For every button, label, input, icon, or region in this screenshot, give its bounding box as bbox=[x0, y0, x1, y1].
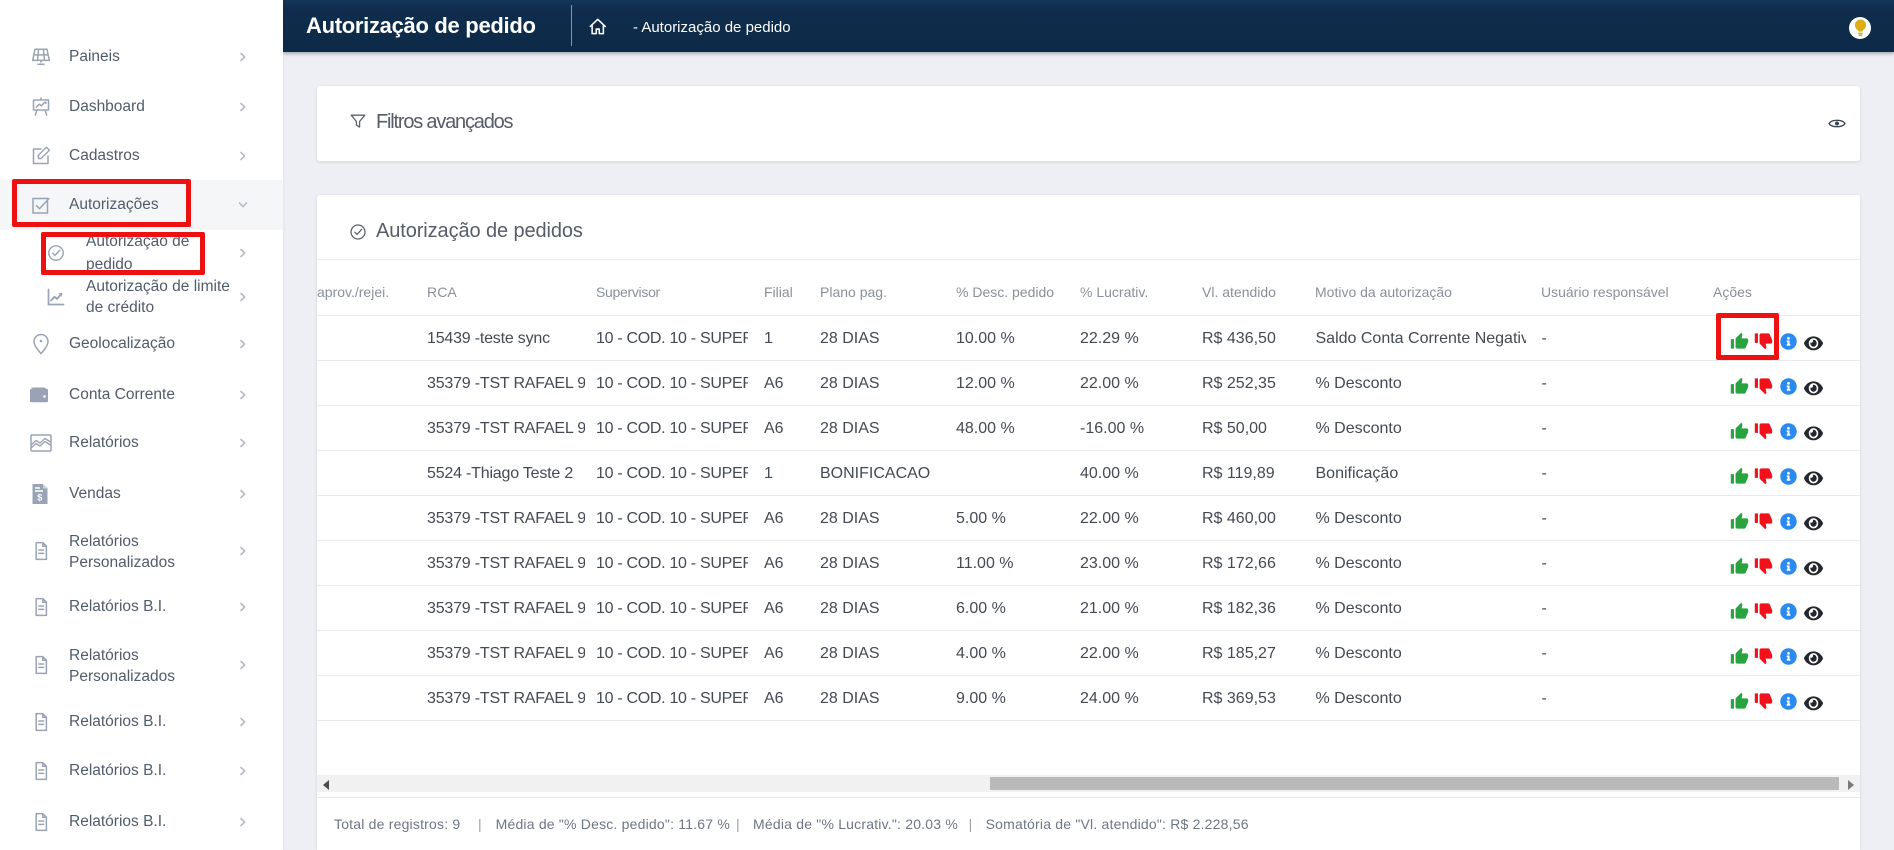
svg-text:$: $ bbox=[37, 493, 42, 503]
